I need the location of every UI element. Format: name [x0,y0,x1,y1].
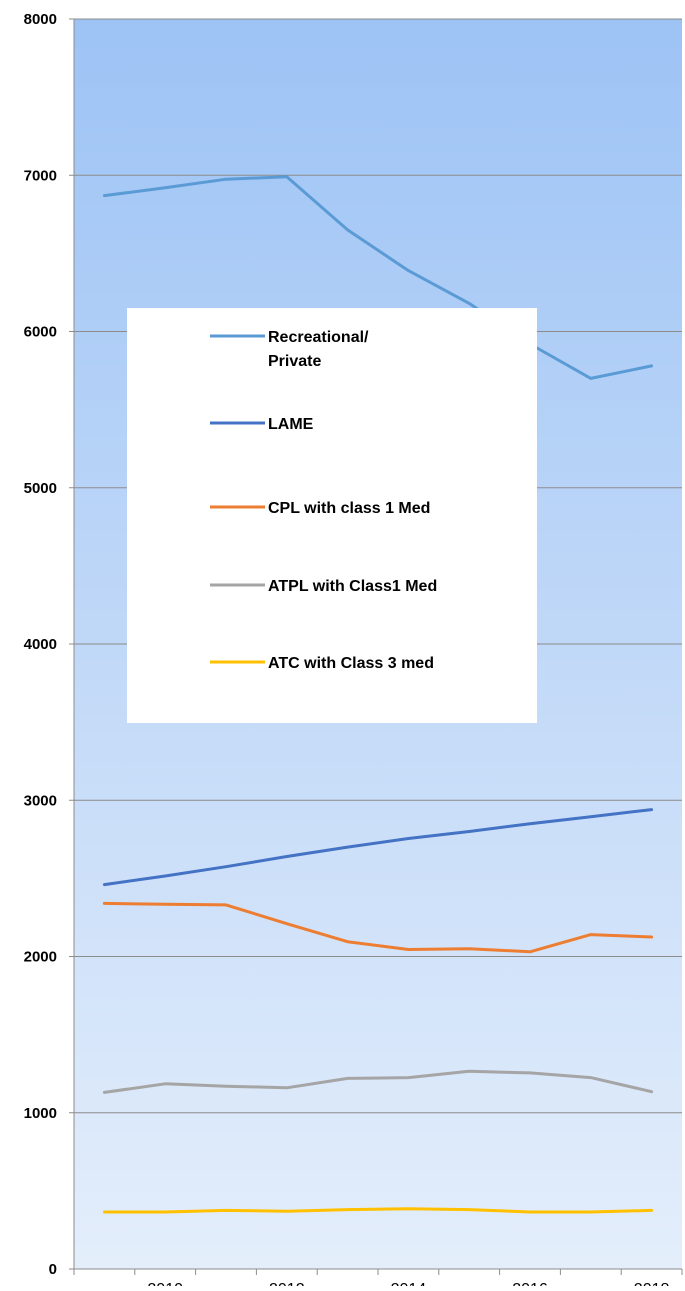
x-tick-label-2016: 2016 [512,1281,548,1286]
y-tick-label-6000: 6000 [24,324,57,341]
series-lines [102,175,654,1214]
series-line-4 [102,1207,654,1214]
series-line-1 [102,808,654,887]
y-axis-ticks: 0 1000 2000 3000 4000 5000 6000 7000 8000 [24,11,74,1278]
legend-label-4: ATC with Class 3 med [268,655,434,672]
y-tick-label-3000: 3000 [24,792,57,809]
y-tick-label-2000: 2000 [24,949,57,966]
legend-label-1: LAME [268,416,314,433]
y-tick-label-1000: 1000 [24,1105,57,1122]
x-tick-label-2018: 2018 [634,1281,670,1286]
y-tick-label-4000: 4000 [24,636,57,653]
y-tick-label-5000: 5000 [24,480,57,497]
series-line-2 [102,901,654,954]
legend: Recreational/Private LAME CPL with class 1… [127,308,537,723]
legend-label-3: ATPL with Class1 Med [268,578,437,595]
legend-box [127,308,537,723]
y-tick-label-0: 0 [49,1261,57,1278]
x-tick-label-2014: 2014 [391,1281,427,1286]
series-line-3 [102,1069,654,1094]
y-tick-label-8000: 8000 [24,11,57,28]
x-axis-ticks: 2010 2012 2014 2016 2018 [73,1269,683,1291]
legend-label-2: CPL with class 1 Med [268,500,430,517]
legend-label-0: Recreational/Private [268,329,369,370]
x-tick-label-2010: 2010 [147,1281,183,1286]
y-tick-label-7000: 7000 [24,167,57,184]
series-line-0 [102,175,654,380]
x-tick-label-2012: 2012 [269,1281,305,1286]
